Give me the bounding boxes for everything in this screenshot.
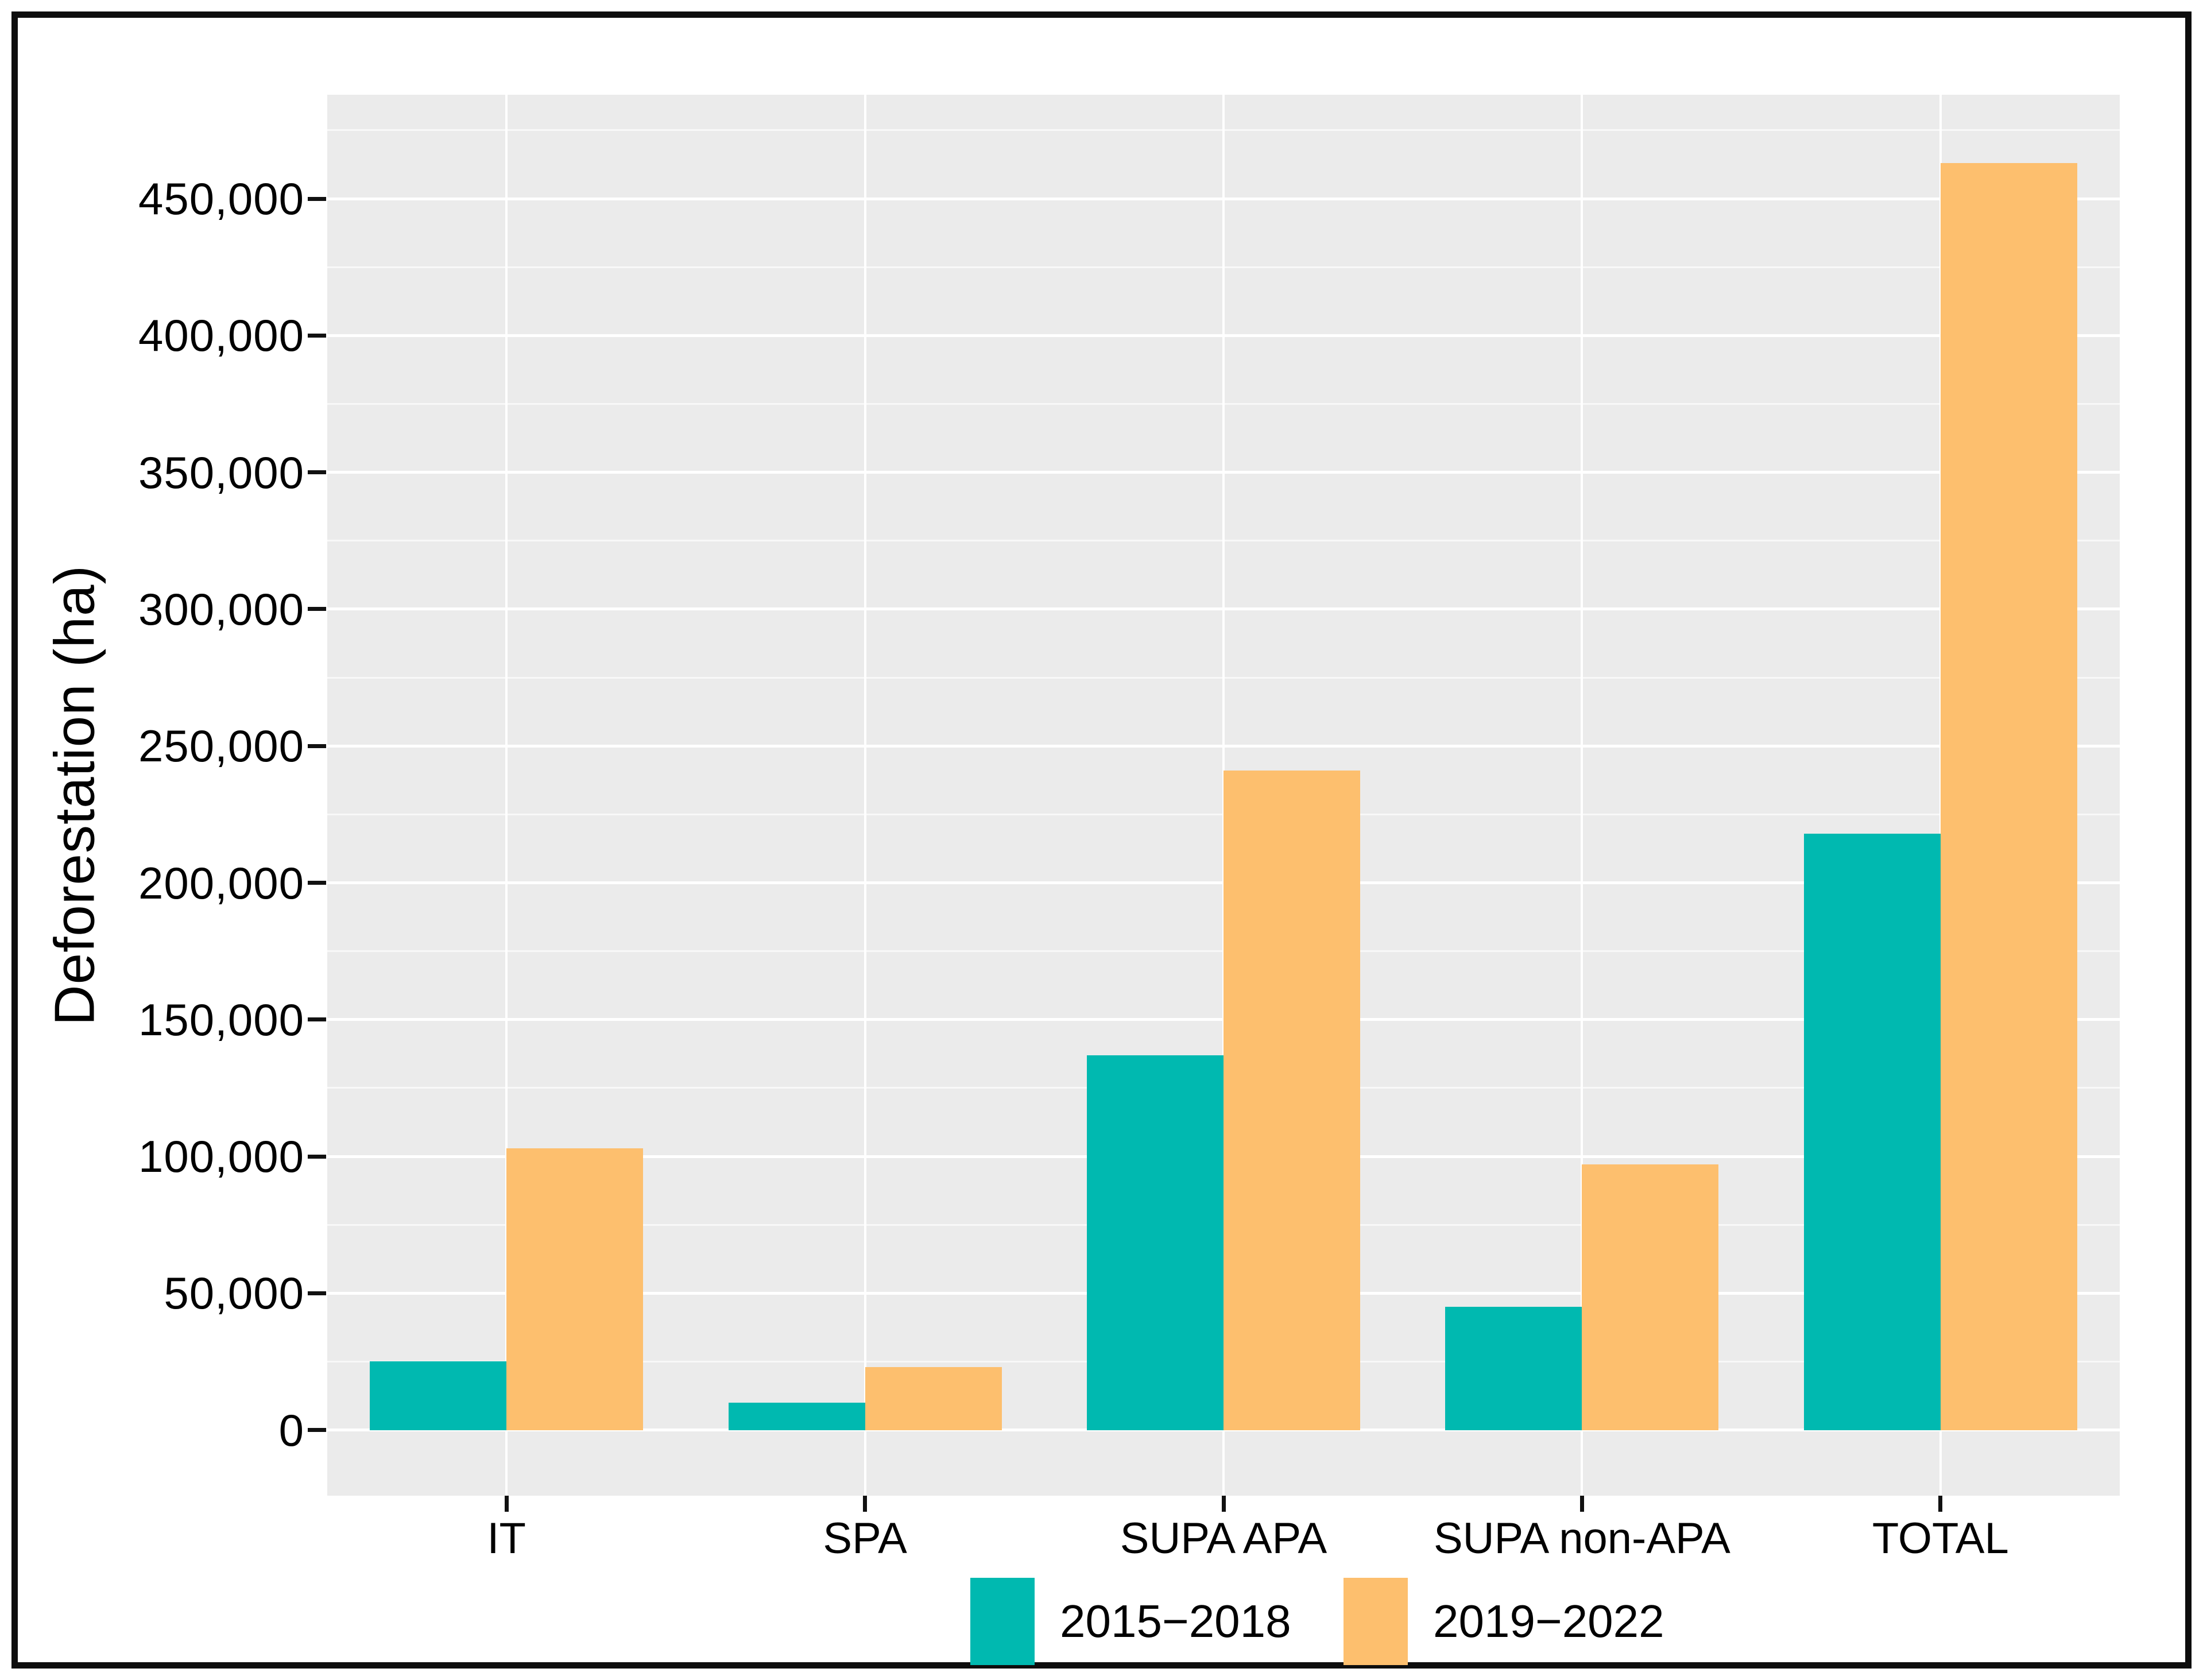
x-axis-label-supa-apa: SUPA APA: [1120, 1514, 1327, 1563]
x-axis-label-total: TOTAL: [1872, 1514, 2009, 1563]
y-axis-tick-label: 0: [278, 1404, 304, 1456]
x-axis-tick: [1938, 1496, 1943, 1512]
bar-supa-non-apa-2019-2022: [1582, 1164, 1719, 1430]
bar-supa-apa-2019-2022: [1224, 771, 1360, 1430]
y-axis-tick-label: 50,000: [164, 1268, 304, 1319]
bar-total-2015-2018: [1803, 833, 1941, 1430]
bar-spa-2019-2022: [865, 1367, 1002, 1430]
y-axis-tick: [308, 333, 326, 338]
y-axis-tick: [308, 1428, 326, 1433]
y-axis-tick-label: 350,000: [138, 447, 304, 498]
x-axis-tick: [1579, 1496, 1584, 1512]
plot-panel: [327, 95, 2120, 1496]
legend-item-2015-2018: 2015−2018: [970, 1578, 1291, 1665]
y-axis-tick-label: 200,000: [138, 857, 304, 908]
bar-spa-2015-2018: [728, 1402, 865, 1430]
bar-total-2019-2022: [1940, 163, 2077, 1430]
category-gridline: [505, 95, 508, 1496]
y-axis-tick: [308, 1017, 326, 1022]
y-axis-tick-label: 100,000: [138, 1131, 304, 1182]
y-axis-title: Deforestation (ha): [42, 564, 106, 1026]
y-axis-tick: [308, 744, 326, 748]
legend-key-swatch: [1344, 1578, 1408, 1665]
y-axis-tick: [308, 1154, 326, 1159]
y-axis-tick: [308, 196, 326, 201]
category-gridline: [1581, 95, 1583, 1496]
y-axis-tick-label: 300,000: [138, 583, 304, 634]
y-axis-tick: [308, 607, 326, 611]
legend-label: 2019−2022: [1433, 1596, 1664, 1647]
x-axis-label-supa-non-apa: SUPA non-APA: [1433, 1514, 1730, 1563]
y-axis-tick: [308, 470, 326, 475]
y-axis-tick-label: 150,000: [138, 994, 304, 1045]
bar-it-2019-2022: [506, 1148, 644, 1430]
y-axis-tick: [308, 881, 326, 885]
y-axis-tick-label: 250,000: [138, 721, 304, 772]
y-axis-tick: [308, 1291, 326, 1295]
x-axis-label-spa: SPA: [823, 1514, 907, 1563]
x-axis-tick: [504, 1496, 509, 1512]
bar-supa-apa-2015-2018: [1087, 1055, 1224, 1430]
y-axis-tick-label: 400,000: [138, 310, 304, 361]
category-gridline: [864, 95, 866, 1496]
x-axis-tick: [1221, 1496, 1226, 1512]
bar-it-2015-2018: [370, 1361, 507, 1430]
legend-label: 2015−2018: [1060, 1596, 1291, 1647]
legend-key-swatch: [970, 1578, 1035, 1665]
legend-item-2019-2022: 2019−2022: [1344, 1578, 1664, 1665]
x-axis-tick: [863, 1496, 868, 1512]
y-axis-tick-label: 450,000: [138, 173, 304, 224]
bar-supa-non-apa-2015-2018: [1445, 1307, 1582, 1430]
x-axis-label-it: IT: [487, 1514, 526, 1563]
